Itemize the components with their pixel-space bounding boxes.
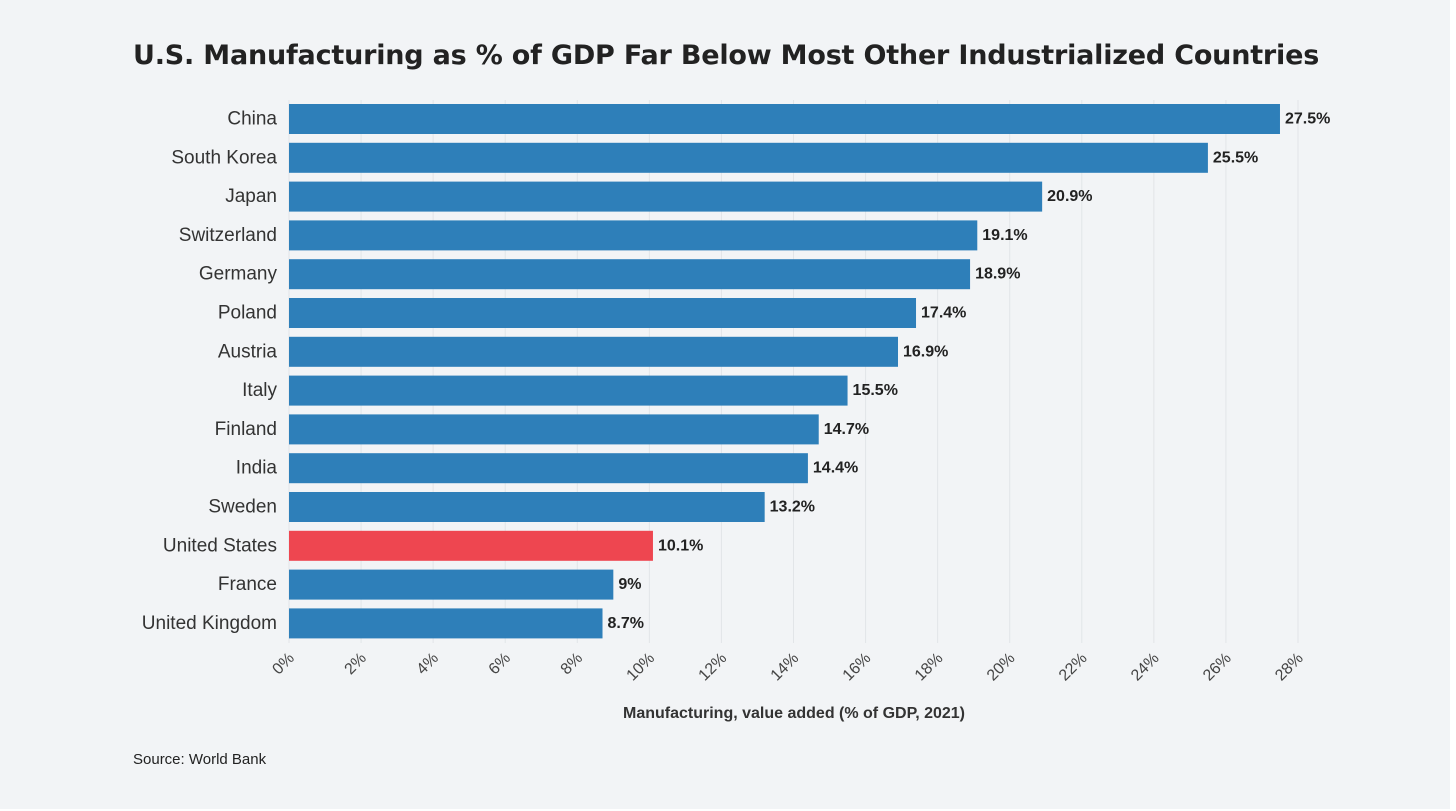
x-tick-label: 14% <box>768 650 803 685</box>
bar <box>289 453 808 484</box>
x-tick-label: 16% <box>840 650 875 685</box>
x-tick-label: 20% <box>984 650 1019 685</box>
bar <box>289 142 1208 173</box>
source-note: Source: World Bank <box>133 751 267 768</box>
x-axis-title: Manufacturing, value added (% of GDP, 20… <box>623 705 965 722</box>
category-label: Italy <box>242 380 277 401</box>
value-label: 16.9% <box>903 343 948 360</box>
bar <box>289 492 765 522</box>
category-label: Sweden <box>208 497 277 518</box>
value-label: 14.7% <box>824 421 869 438</box>
category-label: Japan <box>225 186 277 207</box>
value-label: 13.2% <box>770 499 815 516</box>
x-tick-label: 2% <box>342 650 370 678</box>
value-label: 9% <box>618 576 641 593</box>
category-label: Finland <box>215 419 277 440</box>
value-label: 17.4% <box>921 305 966 322</box>
value-label: 27.5% <box>1285 111 1330 128</box>
category-label: Poland <box>218 303 277 324</box>
category-label: United Kingdom <box>142 613 277 634</box>
category-label: Austria <box>218 341 278 362</box>
x-tick-label: 22% <box>1056 650 1091 685</box>
bar <box>289 104 1280 134</box>
gridlines <box>288 100 1299 643</box>
x-axis-ticks: 0% 2% 4% 6% 8% 10% 12% 14% 16% 18% 20% 22% 24% 26% 28% <box>269 650 1306 685</box>
x-tick-label: 4% <box>414 650 442 678</box>
value-label: 19.1% <box>982 227 1027 244</box>
x-tick-label: 8% <box>558 650 586 678</box>
x-tick-label: 26% <box>1200 650 1235 685</box>
bar <box>289 375 848 406</box>
chart-title: U.S. Manufacturing as % of GDP Far Below… <box>133 40 1320 71</box>
value-label: 20.9% <box>1047 188 1092 205</box>
bar-chart: China South Korea Japan Switzerland Germany P… <box>142 100 1331 685</box>
bar <box>289 181 1043 212</box>
x-tick-label: 12% <box>696 650 731 685</box>
x-tick-label: 0% <box>269 650 297 678</box>
bar <box>289 414 819 445</box>
value-label: 8.7% <box>608 615 644 632</box>
value-label: 14.4% <box>813 460 858 477</box>
bar-highlighted <box>289 530 653 561</box>
category-label: South Korea <box>171 147 277 168</box>
x-tick-label: 10% <box>624 650 659 685</box>
value-label: 15.5% <box>853 382 898 399</box>
bars <box>289 104 1280 639</box>
value-labels: 27.5% 25.5% 20.9% 19.1% 18.9% 17.4% 16.9% 15.5%… <box>608 111 1331 632</box>
category-label: China <box>227 109 277 130</box>
bar <box>289 298 917 328</box>
x-tick-label: 28% <box>1272 650 1307 685</box>
x-tick-label: 18% <box>912 650 947 685</box>
bar <box>289 569 614 600</box>
value-label: 10.1% <box>658 537 703 554</box>
bar <box>289 336 899 367</box>
category-labels: China South Korea Japan Switzerland Germany P… <box>142 109 278 634</box>
value-label: 18.9% <box>975 266 1020 283</box>
category-label: India <box>236 458 278 479</box>
category-label: United States <box>163 535 277 556</box>
category-label: France <box>218 574 277 595</box>
bar <box>289 608 603 639</box>
value-label: 25.5% <box>1213 149 1258 166</box>
bar <box>289 259 971 290</box>
bar <box>289 220 978 251</box>
x-tick-label: 24% <box>1128 650 1163 685</box>
x-tick-label: 6% <box>486 650 514 678</box>
category-label: Switzerland <box>179 225 277 246</box>
category-label: Germany <box>199 264 278 285</box>
